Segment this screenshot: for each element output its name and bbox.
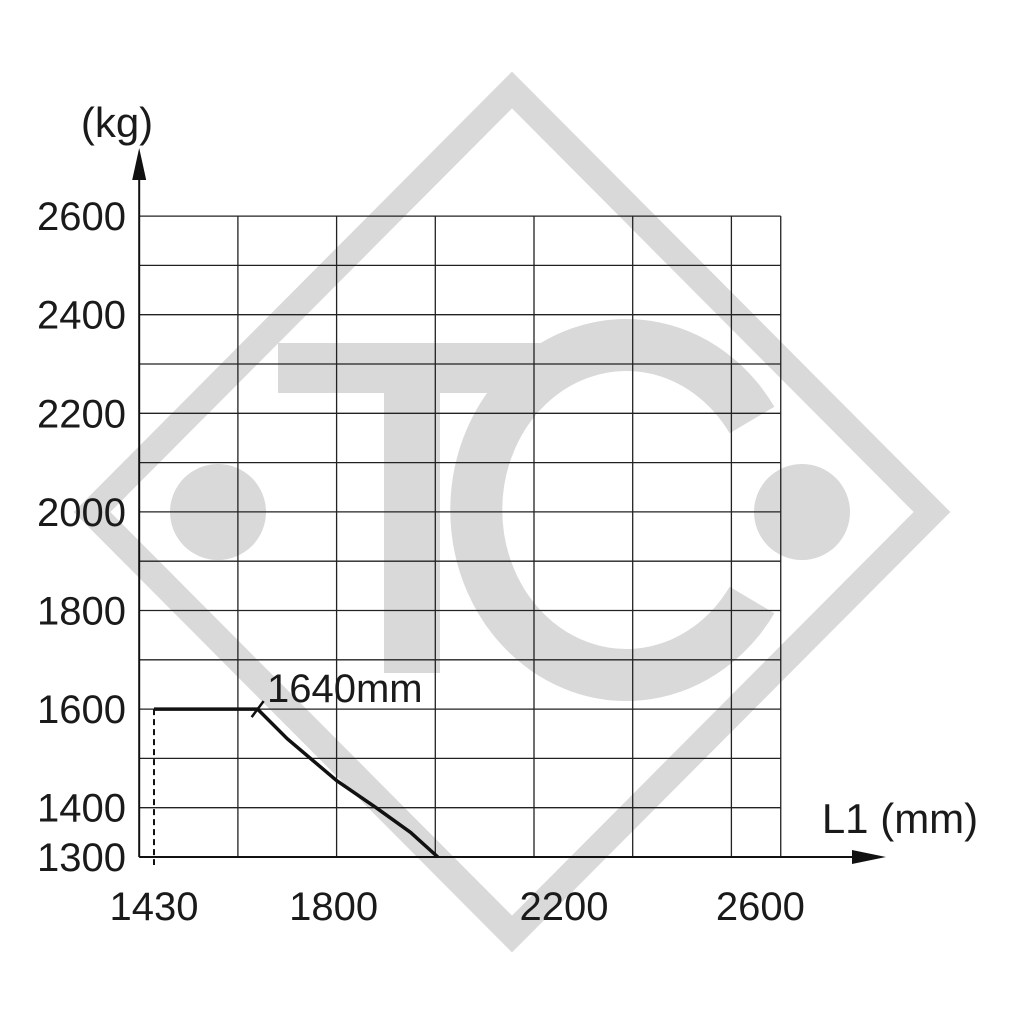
y-tick-label: 2000 [37,491,126,535]
y-tick-label: 2600 [37,195,126,239]
y-tick-label: 2400 [37,294,126,338]
x-tick-label: 2600 [716,885,805,929]
y-tick-label: 1800 [37,590,126,634]
knee-marker [250,700,265,718]
axes [132,148,886,864]
y-axis-arrow-icon [132,148,147,180]
watermark-logo [73,71,951,953]
watermark-dot-right [754,464,850,560]
grid [138,215,782,858]
watermark-diamond [73,71,951,953]
watermark-letter-t-stem [384,343,440,673]
series [153,700,439,865]
x-axis-label: L1 (mm) [822,795,978,842]
y-tick-label: 1300 [37,836,126,880]
x-axis-arrow-icon [852,850,886,864]
y-tick-label: 1600 [37,688,126,732]
tick-labels: 1430 1800 2200 2600 1300 1400 1600 1800 2000 2200… [37,195,805,929]
y-tick-label: 1400 [37,787,126,831]
x-tick-label: 2200 [520,885,609,929]
x-tick-label: 1430 [110,885,199,929]
y-tick-label: 2200 [37,392,126,436]
x-tick-label: 1800 [289,885,378,929]
y-axis-label: (kg) [81,99,153,146]
annotation-1640mm: 1640mm [267,667,423,711]
watermark-letter-c [450,319,775,701]
